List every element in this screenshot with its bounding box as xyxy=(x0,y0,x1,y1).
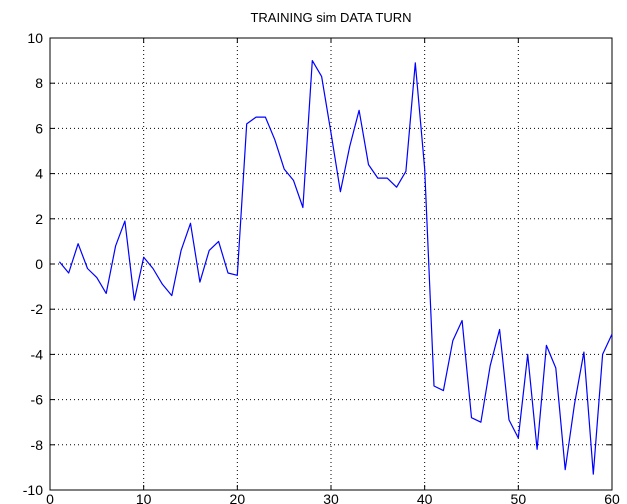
series-layer xyxy=(58,59,613,475)
y-tick-label: -4 xyxy=(31,346,44,362)
x-tick-label: 20 xyxy=(230,491,246,504)
y-tick-label: 0 xyxy=(35,256,43,272)
series-line xyxy=(58,59,613,475)
y-tick-label: 10 xyxy=(27,30,43,46)
x-tick-label: 50 xyxy=(511,491,527,504)
y-tick-label: -6 xyxy=(31,392,44,408)
grid-lines xyxy=(50,38,612,490)
x-tick-label: 10 xyxy=(136,491,152,504)
y-tick-label: -2 xyxy=(31,301,44,317)
y-tick-label: 2 xyxy=(35,211,43,227)
y-tick-label: 4 xyxy=(35,166,43,182)
x-tick-label: 30 xyxy=(323,491,339,504)
y-tick-label: -10 xyxy=(23,482,43,498)
chart-title: TRAINING sim DATA TURN xyxy=(250,10,411,25)
y-tick-label: 8 xyxy=(35,75,43,91)
y-tick-label: -8 xyxy=(31,437,44,453)
x-tick-label: 60 xyxy=(604,491,620,504)
y-tick-label: 6 xyxy=(35,120,43,136)
x-tick-label: 0 xyxy=(46,491,54,504)
plot-frame xyxy=(49,37,613,491)
x-tick-label: 40 xyxy=(417,491,433,504)
